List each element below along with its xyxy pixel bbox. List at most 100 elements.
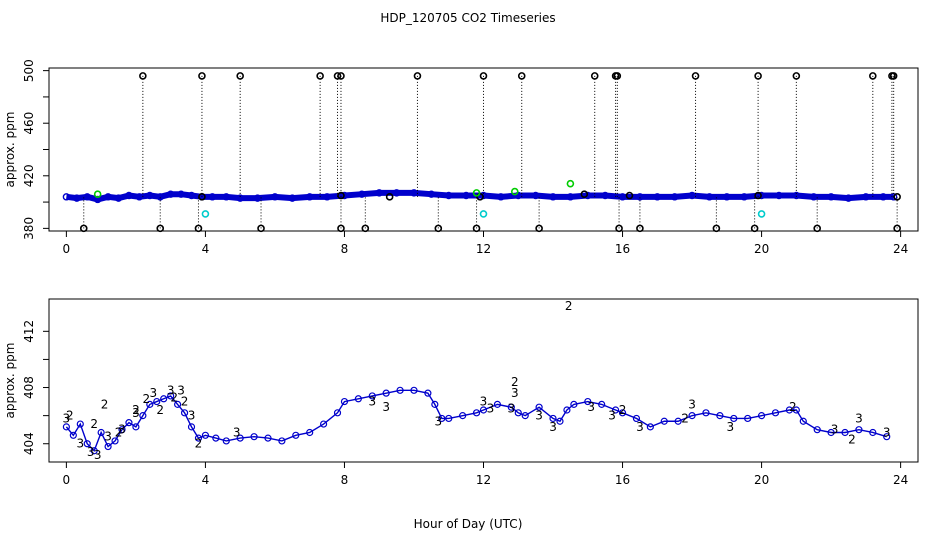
data-point [521, 412, 529, 420]
data-point [514, 409, 522, 417]
point-label: 2 [115, 425, 123, 439]
data-point [118, 426, 126, 434]
data-point [354, 395, 362, 403]
data-point [337, 72, 345, 80]
point-label: 2 [789, 400, 797, 414]
x-tick-label: 4 [202, 242, 210, 256]
point-label: 2 [156, 403, 164, 417]
data-point [139, 72, 147, 80]
data-point [893, 224, 901, 233]
point-label: 2 [181, 395, 189, 409]
data-point [180, 409, 189, 417]
data-point [580, 190, 589, 198]
data-point [688, 191, 696, 200]
data-point [166, 190, 175, 198]
data-point [754, 72, 762, 80]
data-point [479, 210, 488, 218]
data-point [792, 191, 801, 200]
data-point [775, 191, 783, 200]
data-point [792, 406, 800, 414]
top-panel: 0 4 8 12 16 20 24 380 420 460 500 approx. ppm [3, 59, 919, 256]
data-point [549, 414, 557, 423]
point-label: 3 [636, 420, 644, 434]
data-point [111, 437, 119, 445]
data-point [257, 224, 265, 233]
point-label: 3 [132, 406, 140, 420]
data-point [740, 193, 748, 201]
data-point [236, 194, 244, 202]
data-point [125, 419, 133, 427]
data-point [125, 191, 133, 200]
data-point [385, 193, 394, 201]
data-point [827, 193, 835, 201]
data-point [271, 193, 279, 201]
x-axis-label: Hour of Day (UTC) [414, 517, 523, 531]
data-point [62, 423, 70, 431]
data-point [517, 72, 526, 80]
data-point [636, 193, 644, 201]
data-point [566, 179, 575, 188]
data-point [264, 434, 272, 442]
data-point [785, 406, 793, 414]
data-point [862, 193, 870, 201]
data-point [292, 431, 300, 439]
data-point [222, 193, 230, 201]
figure-title: HDP_120705 CO2 Timeseries [380, 11, 555, 25]
data-point [194, 434, 203, 442]
data-point [198, 193, 206, 201]
data-point [132, 423, 140, 431]
data-point [368, 392, 376, 400]
data-point [104, 193, 112, 201]
x-tick-label: 0 [63, 242, 71, 256]
point-label: 3 [87, 445, 95, 459]
point-label: 3 [368, 395, 376, 409]
top-plot-frame [48, 67, 919, 232]
data-point [598, 400, 606, 408]
data-point [79, 224, 88, 233]
data-point [869, 72, 877, 80]
data-point [883, 433, 891, 441]
data-point [535, 224, 543, 233]
data-point [69, 431, 77, 439]
data-point [146, 400, 154, 408]
data-point [153, 397, 161, 406]
point-label: 3 [855, 411, 863, 425]
data-point [723, 193, 731, 201]
point-label: 3 [726, 420, 734, 434]
data-point [358, 190, 366, 198]
point-label: 2 [90, 417, 98, 431]
data-point [636, 224, 644, 233]
data-point [771, 409, 780, 417]
data-point [744, 414, 752, 423]
data-point [316, 72, 324, 80]
point-label: 3 [883, 425, 891, 439]
x-tick-label: 12 [476, 473, 491, 487]
data-point [893, 193, 901, 201]
point-label: 3 [118, 423, 126, 437]
data-point [337, 191, 345, 200]
data-point [712, 224, 721, 233]
data-point [507, 403, 515, 411]
data-point [410, 386, 418, 394]
data-point [472, 189, 481, 197]
data-point [611, 406, 620, 414]
data-point [167, 392, 175, 400]
point-label: 3 [177, 383, 185, 397]
data-point [674, 417, 682, 425]
data-point [222, 437, 230, 445]
data-point [810, 193, 818, 201]
x-tick-label: 20 [754, 242, 769, 256]
data-point [570, 400, 578, 408]
data-point [427, 190, 436, 198]
data-point [889, 72, 898, 80]
data-point [691, 72, 700, 80]
y-tick-label: 380 [22, 217, 36, 240]
data-point [716, 412, 724, 420]
point-label: 2 [170, 390, 178, 404]
data-point [156, 193, 164, 201]
data-point [212, 434, 220, 442]
data-point [194, 224, 203, 233]
data-point [236, 72, 244, 80]
data-point [114, 194, 123, 202]
x-tick-label: 16 [615, 473, 630, 487]
